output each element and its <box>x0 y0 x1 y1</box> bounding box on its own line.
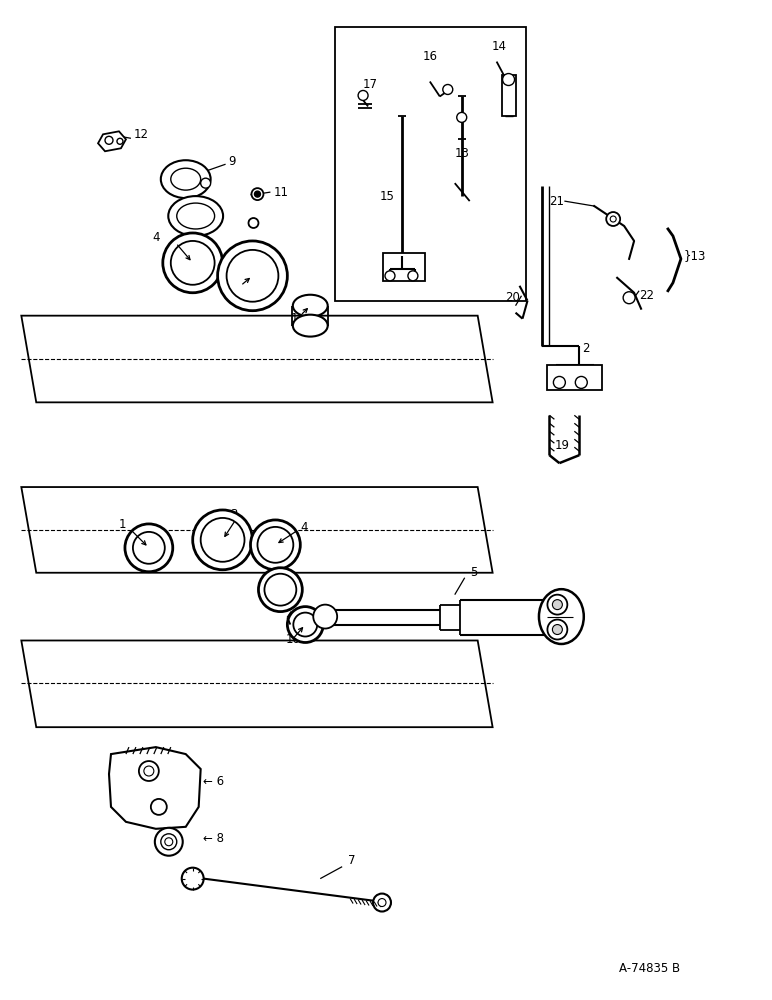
Circle shape <box>575 376 587 388</box>
Text: 21: 21 <box>550 195 564 208</box>
Circle shape <box>547 595 567 615</box>
Text: 4: 4 <box>300 521 308 534</box>
Circle shape <box>250 520 300 570</box>
Text: 20: 20 <box>506 291 520 304</box>
Circle shape <box>139 761 159 781</box>
Circle shape <box>218 241 287 311</box>
Circle shape <box>125 524 173 572</box>
Circle shape <box>385 271 395 281</box>
Bar <box>502 75 516 116</box>
Ellipse shape <box>293 315 327 337</box>
Text: 1: 1 <box>119 518 127 531</box>
Text: 22: 22 <box>639 289 654 302</box>
Circle shape <box>164 838 173 846</box>
Circle shape <box>193 510 252 570</box>
Text: 4: 4 <box>153 231 161 244</box>
Text: A-74835 B: A-74835 B <box>619 962 680 975</box>
Polygon shape <box>109 747 201 829</box>
Circle shape <box>163 233 222 293</box>
Circle shape <box>226 250 279 302</box>
Text: ← 8: ← 8 <box>203 832 224 845</box>
Text: 5: 5 <box>469 566 477 579</box>
Text: 3: 3 <box>231 508 238 521</box>
Ellipse shape <box>168 196 223 236</box>
Circle shape <box>144 766 154 776</box>
Text: }13: }13 <box>684 249 706 262</box>
Circle shape <box>623 292 635 304</box>
Text: 7: 7 <box>348 854 356 867</box>
Circle shape <box>547 620 567 639</box>
Polygon shape <box>98 131 126 151</box>
Circle shape <box>443 85 452 94</box>
Ellipse shape <box>293 295 327 317</box>
Circle shape <box>503 74 514 85</box>
Polygon shape <box>22 316 493 402</box>
Bar <box>383 253 425 281</box>
Text: 1: 1 <box>290 312 298 325</box>
Text: 11: 11 <box>273 186 289 199</box>
Bar <box>335 27 527 301</box>
Circle shape <box>265 574 296 606</box>
Polygon shape <box>22 640 493 727</box>
Circle shape <box>457 112 467 122</box>
Text: 12: 12 <box>134 128 149 141</box>
Ellipse shape <box>161 160 211 198</box>
Circle shape <box>610 216 616 222</box>
Bar <box>547 365 602 390</box>
Circle shape <box>171 241 215 285</box>
Circle shape <box>553 600 562 610</box>
Ellipse shape <box>539 589 584 644</box>
Circle shape <box>133 532 164 564</box>
Ellipse shape <box>171 168 201 190</box>
Text: 14: 14 <box>492 40 506 53</box>
Circle shape <box>378 899 386 907</box>
Text: ← 6: ← 6 <box>203 775 224 788</box>
Circle shape <box>606 212 620 226</box>
Circle shape <box>201 178 211 188</box>
Circle shape <box>408 271 418 281</box>
Text: 16: 16 <box>423 50 438 63</box>
Circle shape <box>105 136 113 144</box>
Circle shape <box>155 828 183 856</box>
Circle shape <box>358 90 368 100</box>
Circle shape <box>255 191 260 197</box>
Circle shape <box>117 138 123 144</box>
Circle shape <box>201 518 245 562</box>
Circle shape <box>553 625 562 635</box>
Circle shape <box>259 568 303 612</box>
Circle shape <box>313 605 337 629</box>
Circle shape <box>373 894 391 912</box>
Circle shape <box>161 834 177 850</box>
Ellipse shape <box>177 203 215 229</box>
Circle shape <box>151 799 167 815</box>
Circle shape <box>287 607 323 642</box>
Text: 19: 19 <box>554 439 570 452</box>
Text: 17: 17 <box>363 78 378 91</box>
Circle shape <box>258 527 293 563</box>
Ellipse shape <box>181 868 204 890</box>
Polygon shape <box>22 487 493 573</box>
Text: 15: 15 <box>380 190 395 203</box>
Circle shape <box>252 188 263 200</box>
Circle shape <box>293 613 317 637</box>
Text: 3: 3 <box>222 280 230 293</box>
Text: 2: 2 <box>582 342 590 355</box>
Text: 10: 10 <box>286 633 300 646</box>
Circle shape <box>554 376 565 388</box>
Text: 9: 9 <box>229 155 236 168</box>
Circle shape <box>249 218 259 228</box>
Text: 13: 13 <box>455 147 469 160</box>
